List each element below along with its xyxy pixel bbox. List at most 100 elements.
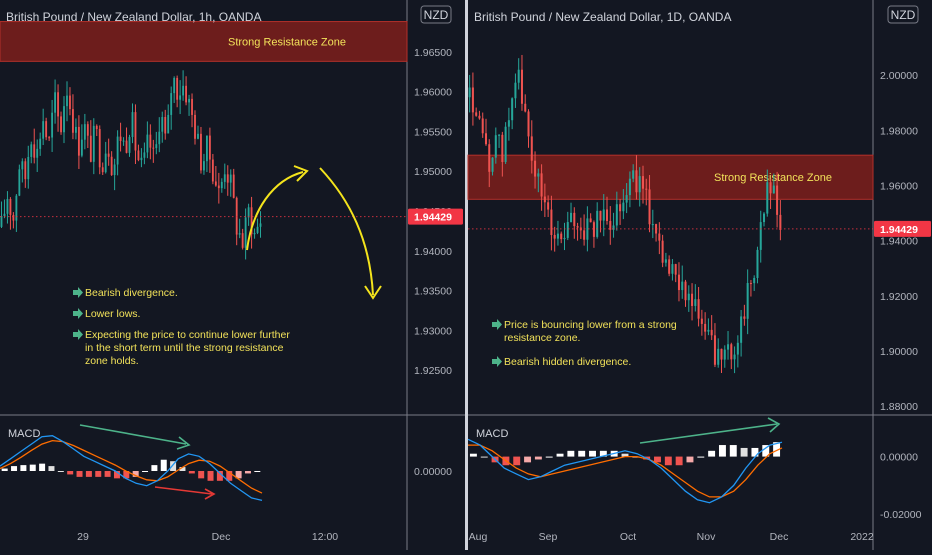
x-tick-label: Oct <box>620 531 636 543</box>
hidden-divergence-line <box>639 423 778 444</box>
candle-body <box>762 213 766 223</box>
currency-badge <box>420 5 452 24</box>
candle-body <box>232 174 235 198</box>
resistance-zone-label: Strong Resistance Zone <box>714 172 832 184</box>
candle-body <box>72 109 74 133</box>
y-tick-label: 1.96500 <box>414 47 452 59</box>
macd-histogram-bar <box>151 465 158 471</box>
candle-body <box>0 215 3 227</box>
candle-body <box>12 214 15 221</box>
candle-body <box>746 283 749 319</box>
candle-body <box>632 170 635 179</box>
macd-label: MACD <box>476 428 508 440</box>
candle-body <box>710 329 713 336</box>
candle-body <box>74 126 77 133</box>
candle-body <box>560 233 563 240</box>
macd-histogram-bar <box>675 456 683 466</box>
candle-body <box>730 344 733 360</box>
candle-body <box>128 137 131 153</box>
candle-body <box>92 125 95 162</box>
candle-body <box>540 173 543 197</box>
curved-up-arrow-icon-head <box>293 165 309 182</box>
candle-body <box>766 182 769 214</box>
macd-histogram-bar <box>469 453 477 457</box>
macd-histogram-bar <box>226 471 233 481</box>
candle-body <box>749 283 752 285</box>
candle-body <box>700 318 703 324</box>
y-tick-label: 1.92000 <box>880 291 918 303</box>
macd-histogram-bar <box>534 456 542 460</box>
candle-body <box>756 249 759 278</box>
macd-histogram-bar <box>751 447 759 457</box>
candle-body <box>501 134 504 163</box>
candle-body <box>713 335 716 365</box>
x-tick-label: Sep <box>539 531 558 543</box>
candle-body <box>27 156 30 180</box>
candle-body <box>537 173 540 177</box>
candle-body <box>214 181 217 186</box>
candle-body <box>21 161 24 170</box>
y-tick-label: 1.94000 <box>414 246 452 258</box>
candle-body <box>131 112 134 138</box>
hidden-divergence-arrow-head <box>767 417 781 433</box>
y-tick-label: 1.93000 <box>414 325 452 337</box>
candle-body <box>720 348 723 360</box>
candle-body <box>104 153 107 173</box>
macd-histogram-bar <box>235 471 242 479</box>
candle-body <box>691 293 694 306</box>
candle-body <box>253 232 256 235</box>
candle-body <box>158 131 161 145</box>
green-arrow-bullet-icon <box>73 287 83 298</box>
candle-body <box>520 69 523 104</box>
candle-body <box>491 157 494 172</box>
candle-body <box>723 349 726 360</box>
macd-histogram-bar <box>29 464 36 471</box>
candle-body <box>573 212 576 227</box>
candle-body <box>134 112 137 151</box>
macd-histogram-bar <box>207 471 214 481</box>
candle-body <box>125 140 128 153</box>
candle-body <box>530 136 533 161</box>
candle-body <box>176 77 179 100</box>
candle-body <box>15 195 18 221</box>
macd-line <box>0 435 263 502</box>
candle-body <box>69 95 71 110</box>
candle-body <box>66 95 68 107</box>
annotation-text: zone holds. <box>85 355 139 367</box>
y-tick-label: 2.00000 <box>880 70 918 82</box>
macd-label: MACD <box>8 428 40 440</box>
macd-histogram-bar <box>686 456 694 463</box>
macd-histogram-bar <box>254 471 261 472</box>
candle-body <box>77 126 80 156</box>
candle-body <box>86 124 89 136</box>
candle-body <box>113 164 116 176</box>
lower-lows-line <box>154 486 213 495</box>
candle-body <box>570 212 573 223</box>
candle-body <box>736 342 739 355</box>
x-tick-label: Nov <box>697 531 716 543</box>
candle-body <box>194 114 196 139</box>
divergence-arrow-head <box>176 436 191 450</box>
macd-histogram-bar <box>216 471 223 481</box>
macd-histogram-bar <box>170 461 177 471</box>
candle-body <box>468 87 471 98</box>
macd-histogram-bar <box>123 471 130 479</box>
macd-histogram-bar <box>244 471 251 474</box>
macd-histogram-bar <box>708 450 716 457</box>
candle-body <box>241 233 244 248</box>
macd-histogram-bar <box>1 468 8 471</box>
candle-body <box>36 148 39 158</box>
pane-1d: Strong Resistance Zone 2.00000 1.98000 1.96… <box>467 0 932 550</box>
candle-body <box>238 233 241 235</box>
currency-badge <box>887 5 919 24</box>
macd-histogram-bar <box>589 450 596 457</box>
candle-body <box>527 111 530 137</box>
candle-body <box>612 225 615 230</box>
candle-body <box>681 281 684 291</box>
candle-body <box>116 136 119 165</box>
candle-body <box>18 169 21 196</box>
candle-body <box>769 182 772 194</box>
currency-badge-label: NZD <box>424 8 449 22</box>
candle-body <box>45 121 48 138</box>
candle-body <box>514 82 517 99</box>
